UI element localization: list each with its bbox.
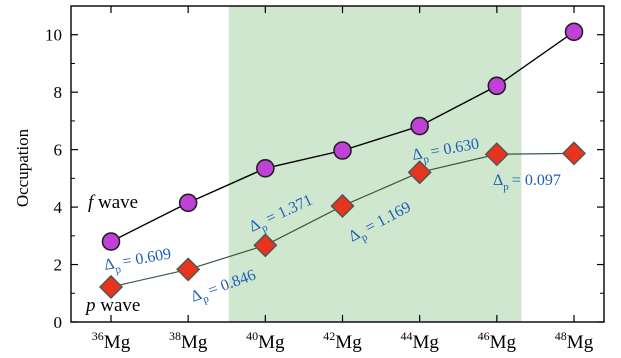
p-wave-point xyxy=(253,233,278,258)
p-wave-point xyxy=(561,141,587,166)
y-tick-label: 0 xyxy=(54,313,63,332)
p-wave-point xyxy=(176,257,201,282)
p-wave-point xyxy=(407,160,432,185)
p-wave-point xyxy=(98,274,124,300)
x-tick-label: 44Mg xyxy=(400,329,439,353)
x-tick-label: 38Mg xyxy=(169,329,208,353)
y-tick-label: 8 xyxy=(54,83,63,102)
f-wave-point xyxy=(101,232,121,251)
f-wave-point xyxy=(256,159,275,178)
f-wave-point xyxy=(333,141,352,160)
x-tick-label: 46Mg xyxy=(478,329,517,353)
delta-p-annotation: Δp = 0.097 xyxy=(493,172,561,193)
f-wave-point xyxy=(487,76,507,96)
shaded-region xyxy=(228,6,522,322)
x-tick-label: 40Mg xyxy=(246,329,285,353)
p-wave-point xyxy=(484,142,509,167)
p-wave-point xyxy=(330,193,355,219)
y-tick-label: 2 xyxy=(54,256,63,275)
y-tick-label: 4 xyxy=(54,198,63,217)
x-tick-label: 48Mg xyxy=(555,329,594,353)
f-wave-point xyxy=(178,193,198,213)
y-tick-label: 10 xyxy=(45,26,62,45)
x-tick-label: 36Mg xyxy=(92,329,131,353)
x-tick-label: 42Mg xyxy=(323,329,362,353)
f-wave-point xyxy=(410,116,429,136)
y-axis-label: Occupation xyxy=(13,128,32,207)
f-wave-label: f wave xyxy=(88,192,138,213)
p-wave-label: p wave xyxy=(84,295,140,316)
plot-frame xyxy=(70,5,605,323)
y-tick-label: 6 xyxy=(54,141,63,160)
f-wave-point xyxy=(564,22,584,42)
